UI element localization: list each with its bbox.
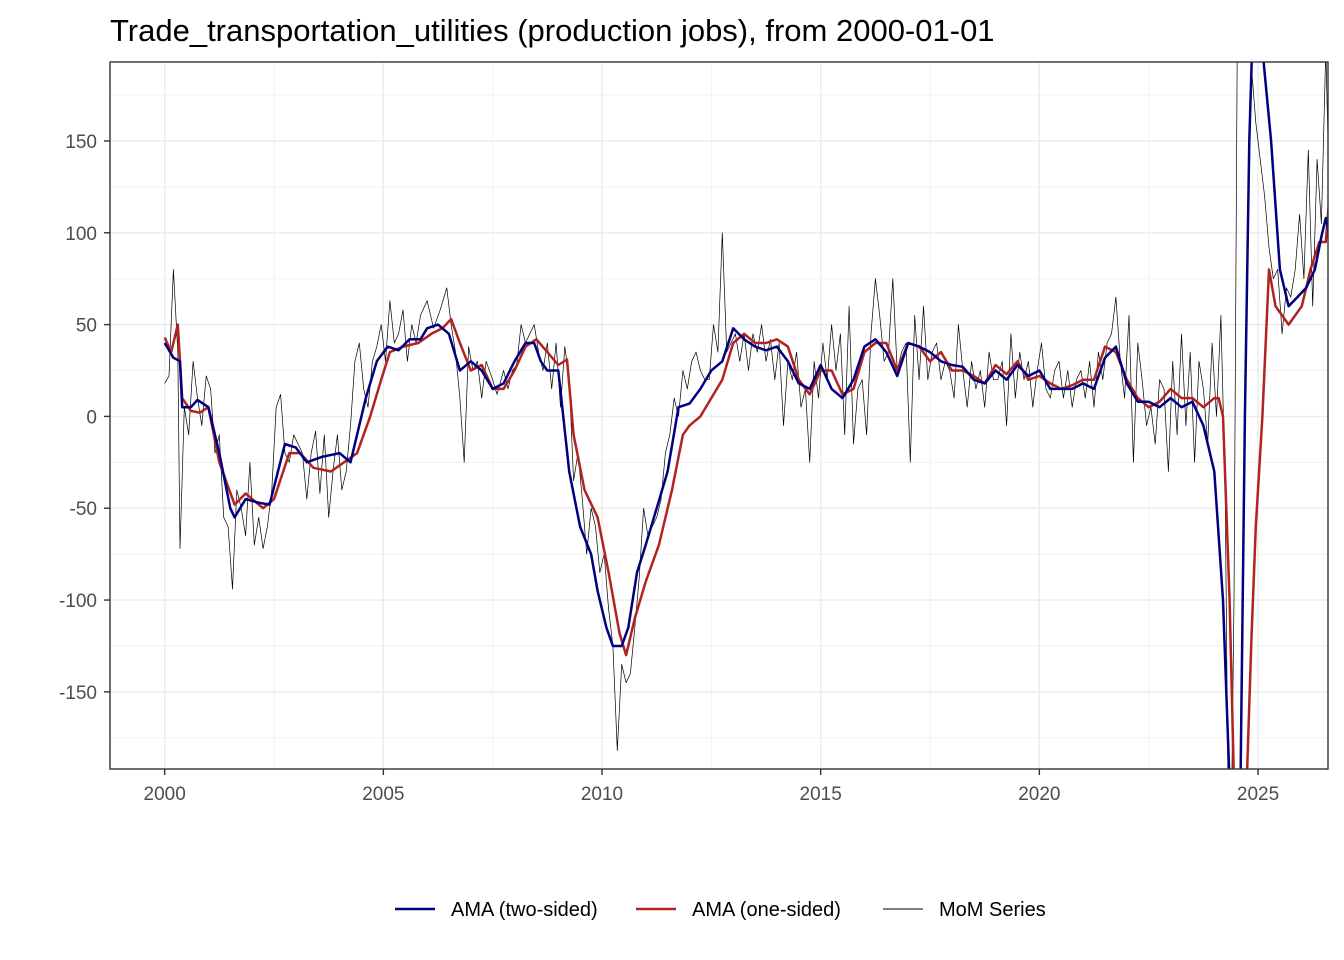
x-tick-label: 2010 bbox=[581, 784, 623, 805]
legend-item-ama-two-sided: AMA (two-sided) bbox=[395, 899, 598, 921]
minor-gridlines bbox=[110, 62, 1328, 769]
x-tick-label: 2005 bbox=[362, 784, 404, 805]
legend-label: AMA (one-sided) bbox=[692, 899, 841, 921]
x-tick-label: 2020 bbox=[1018, 784, 1060, 805]
y-tick-label: -150 bbox=[59, 683, 97, 704]
legend-label: MoM Series bbox=[939, 899, 1046, 921]
plot-panel-border bbox=[109, 61, 1329, 770]
legend-item-mom-series: MoM Series bbox=[883, 899, 1046, 921]
y-tick-label: -100 bbox=[59, 591, 97, 612]
x-tick-label: 2025 bbox=[1237, 784, 1279, 805]
legend: AMA (two-sided) AMA (one-sided) MoM Series bbox=[395, 899, 1046, 921]
y-tick-label: 0 bbox=[86, 407, 97, 428]
y-tick-label: 150 bbox=[65, 132, 97, 153]
x-tick-label: 2000 bbox=[144, 784, 186, 805]
y-tick-label: 50 bbox=[76, 316, 97, 337]
y-axis: -150 -100 -50 0 50 100 150 bbox=[59, 132, 110, 704]
x-axis: 2000 2005 2010 2015 2020 2025 bbox=[144, 769, 1279, 805]
legend-item-ama-one-sided: AMA (one-sided) bbox=[636, 899, 841, 921]
x-tick-label: 2015 bbox=[800, 784, 842, 805]
chart-title: Trade_transportation_utilities (producti… bbox=[110, 13, 995, 48]
plot-panel-background bbox=[110, 62, 1328, 769]
series-line-ama-two-sided bbox=[163, 62, 1328, 769]
y-tick-label: -50 bbox=[70, 499, 97, 520]
legend-label: AMA (two-sided) bbox=[451, 899, 598, 921]
y-tick-label: 100 bbox=[65, 224, 97, 245]
series-line-mom-series bbox=[164, 62, 1328, 769]
series-layer bbox=[163, 62, 1328, 769]
